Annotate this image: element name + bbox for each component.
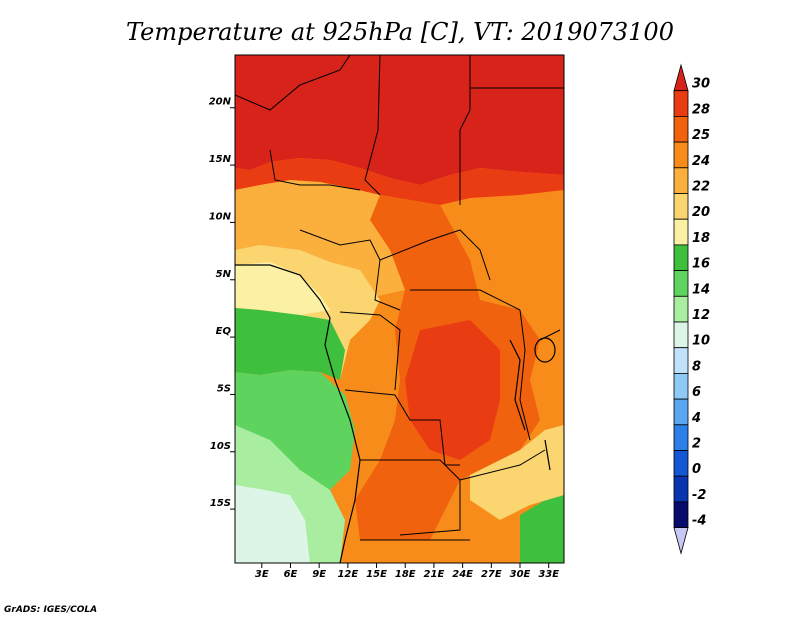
colorbar-swatch — [673, 372, 689, 400]
temperature-region-14 — [235, 370, 355, 490]
colorbar-swatch — [673, 501, 689, 528]
colorbar-swatch — [673, 475, 689, 503]
colorbar-swatch — [673, 270, 689, 297]
credit-label: GrADS: IGES/COLA — [4, 605, 97, 615]
x-tick-label: 27E — [481, 569, 502, 580]
colorbar-swatch — [673, 244, 689, 271]
colorbar-label: 16 — [692, 257, 710, 272]
temperature-region-28b — [405, 320, 500, 460]
x-tick-label: 6E — [284, 569, 298, 580]
colorbar-arrow-bottom — [673, 527, 689, 555]
colorbar-swatch — [673, 116, 689, 143]
colorbar-label: 2 — [692, 437, 701, 452]
y-axis: 20N 15N 10N 5N EQ 5S 10S 15S — [209, 97, 235, 510]
x-tick-label: 30E — [510, 569, 531, 580]
x-tick-label: 15E — [366, 569, 387, 580]
colorbar-label: 12 — [692, 308, 710, 323]
colorbar-label: 22 — [692, 180, 710, 195]
colorbar-swatch — [673, 141, 689, 169]
colorbar-label: 25 — [692, 128, 710, 143]
colorbar-swatch — [673, 218, 689, 246]
map-panel — [235, 55, 564, 563]
y-tick-label: 5N — [216, 269, 232, 280]
colorbar-label: 20 — [692, 205, 710, 220]
temperature-region-18 — [235, 262, 330, 315]
colorbar-swatch — [673, 450, 689, 477]
colorbar-swatch — [673, 398, 689, 426]
colorbar-swatch — [673, 193, 689, 220]
temperature-region-10 — [235, 485, 310, 563]
x-tick-label: 3E — [255, 569, 269, 580]
y-tick-label: 10N — [209, 211, 232, 222]
x-axis: 3E 6E 9E 12E 15E 18E 21E 24E 27E 30E 33E — [255, 563, 559, 580]
y-tick-label: 5S — [217, 383, 231, 394]
y-tick-label: 15N — [209, 154, 232, 165]
x-tick-label: 24E — [452, 569, 473, 580]
temperature-region-16-se — [520, 495, 564, 563]
x-tick-label: 9E — [312, 569, 326, 580]
colorbar-arrow-top — [673, 63, 689, 92]
x-tick-label: 18E — [395, 569, 416, 580]
colorbar-label: 28 — [692, 102, 710, 117]
colorbar-label: 24 — [692, 154, 710, 169]
x-tick-label: 12E — [337, 569, 358, 580]
y-tick-label: 20N — [209, 97, 232, 108]
colorbar-swatch — [673, 424, 689, 451]
colorbar-swatch — [673, 167, 689, 194]
colorbar-label: 0 — [692, 462, 701, 477]
temperature-region-16 — [235, 308, 345, 380]
colorbar-swatch — [673, 90, 689, 117]
temperature-region-20-se — [470, 425, 564, 520]
colorbar-swatch — [673, 295, 689, 323]
y-tick-label: EQ — [216, 326, 232, 337]
y-tick-label: 15S — [210, 498, 231, 509]
colorbar-label: 4 — [691, 411, 701, 426]
colorbar-label: 10 — [692, 334, 710, 349]
colorbar-swatch — [673, 347, 689, 374]
colorbar-label: -2 — [692, 488, 706, 503]
colorbar-label: 14 — [692, 282, 710, 297]
x-tick-label: 21E — [424, 569, 445, 580]
colorbar-label: 18 — [692, 231, 710, 246]
temperature-region-28 — [235, 158, 564, 205]
y-tick-label: 10S — [210, 441, 231, 452]
colorbar-label: -4 — [692, 514, 706, 529]
map-frame — [234, 54, 565, 564]
lakes — [509, 337, 556, 471]
country-borders — [235, 55, 564, 541]
colorbar-label: 8 — [692, 359, 701, 374]
x-tick-label: 33E — [538, 569, 559, 580]
colorbar-label: 6 — [692, 385, 701, 400]
chart-title: Temperature at 925hPa [C], VT: 201907310… — [126, 18, 674, 46]
colorbar-label: 30 — [692, 77, 710, 92]
colorbar-swatch — [673, 321, 689, 349]
coastline — [235, 264, 361, 563]
